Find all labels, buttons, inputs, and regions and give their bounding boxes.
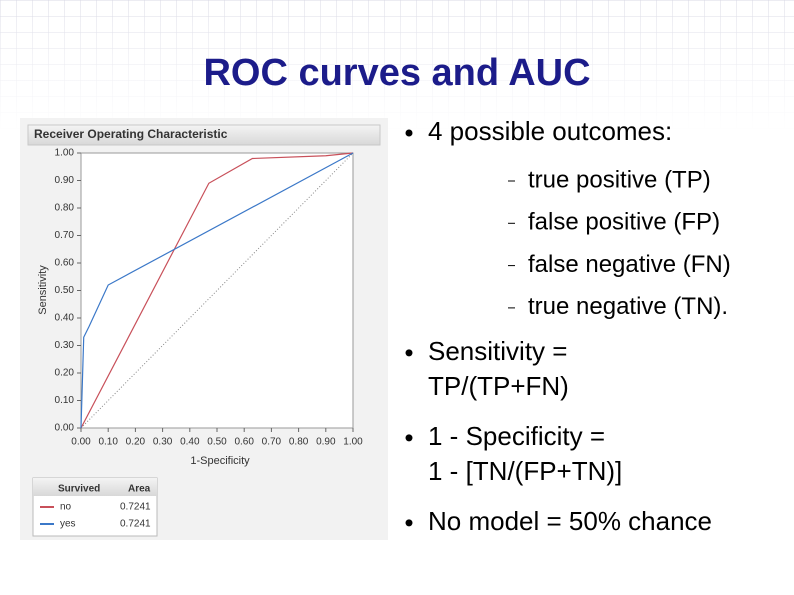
x-tick-label: 0.30	[153, 437, 173, 448]
legend-title: Survived	[58, 484, 100, 495]
legend-header	[33, 478, 157, 496]
bullet-text: 1 - Specificity =	[428, 421, 605, 451]
y-tick-label: 1.00	[55, 148, 75, 159]
x-tick-label: 0.90	[316, 437, 336, 448]
x-tick-label: 0.50	[207, 437, 227, 448]
y-tick-label: 0.40	[55, 313, 75, 324]
y-tick-label: 0.00	[55, 423, 75, 434]
y-tick-label: 0.20	[55, 368, 75, 379]
bullet-text: No model = 50% chance	[428, 506, 712, 536]
x-axis-label: 1-Specificity	[190, 455, 250, 467]
y-tick-label: 0.30	[55, 340, 75, 351]
x-tick-label: 0.70	[262, 437, 282, 448]
roc-curve	[80, 152, 354, 429]
bullet-dot	[405, 434, 413, 442]
roc-curve	[80, 152, 354, 429]
y-tick-label: 0.50	[55, 285, 75, 296]
legend-area: 0.7241	[120, 519, 151, 530]
x-tick-label: 0.00	[71, 437, 91, 448]
y-tick-label: 0.80	[55, 203, 75, 214]
x-tick-label: 1.00	[343, 437, 363, 448]
y-tick-label: 0.70	[55, 230, 75, 241]
legend-area-header: Area	[128, 484, 151, 495]
legend-label: no	[60, 502, 72, 513]
x-tick-label: 0.20	[126, 437, 146, 448]
legend-label: yes	[60, 519, 76, 530]
sub-text: true positive (TP)	[528, 166, 711, 193]
bullet-text: Sensitivity =	[428, 336, 567, 366]
bullet-dot	[405, 519, 413, 527]
bullet-dot	[405, 129, 413, 137]
pattern-fade	[0, 0, 794, 131]
bullet-text: 4 possible outcomes:	[428, 116, 672, 146]
sub-text: false negative (FN)	[528, 251, 731, 278]
x-tick-label: 0.40	[180, 437, 200, 448]
plot-area	[80, 152, 354, 429]
x-tick-label: 0.10	[98, 437, 118, 448]
x-tick-label: 0.60	[234, 437, 254, 448]
chart-header	[27, 124, 381, 146]
sub-text: true negative (TN).	[528, 293, 728, 320]
legend-area: 0.7241	[120, 502, 151, 513]
y-tick-label: 0.10	[55, 395, 75, 406]
bullet-text: 1 - [TN/(FP+TN)]	[428, 456, 622, 486]
bullet-dot	[405, 349, 413, 357]
y-tick-label: 0.90	[55, 175, 75, 186]
y-axis-label: Sensitivity	[37, 265, 49, 315]
sub-text: false positive (FP)	[528, 209, 720, 236]
y-tick-label: 0.60	[55, 258, 75, 269]
x-tick-label: 0.80	[289, 437, 309, 448]
slide-title: ROC curves and AUC	[203, 52, 590, 94]
bullet-text: TP/(TP+FN)	[428, 371, 569, 401]
chart-title: Receiver Operating Characteristic	[34, 127, 228, 141]
